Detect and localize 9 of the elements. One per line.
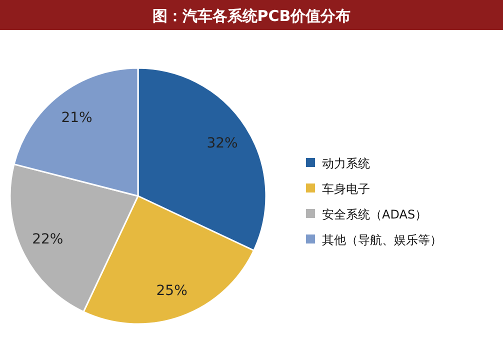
legend-label: 动力系统 (322, 156, 370, 170)
data-label: 32% (206, 136, 238, 152)
chart-title: 图：汽车各系统PCB价值分布 (152, 7, 351, 25)
legend-label: 车身电子 (322, 182, 370, 196)
data-label: 21% (61, 110, 92, 126)
data-label: 22% (32, 232, 64, 248)
legend-label: 其他（导航、娱乐等） (322, 233, 442, 247)
data-label: 25% (156, 282, 188, 299)
legend-label: 安全系统（ADAS） (322, 208, 428, 222)
